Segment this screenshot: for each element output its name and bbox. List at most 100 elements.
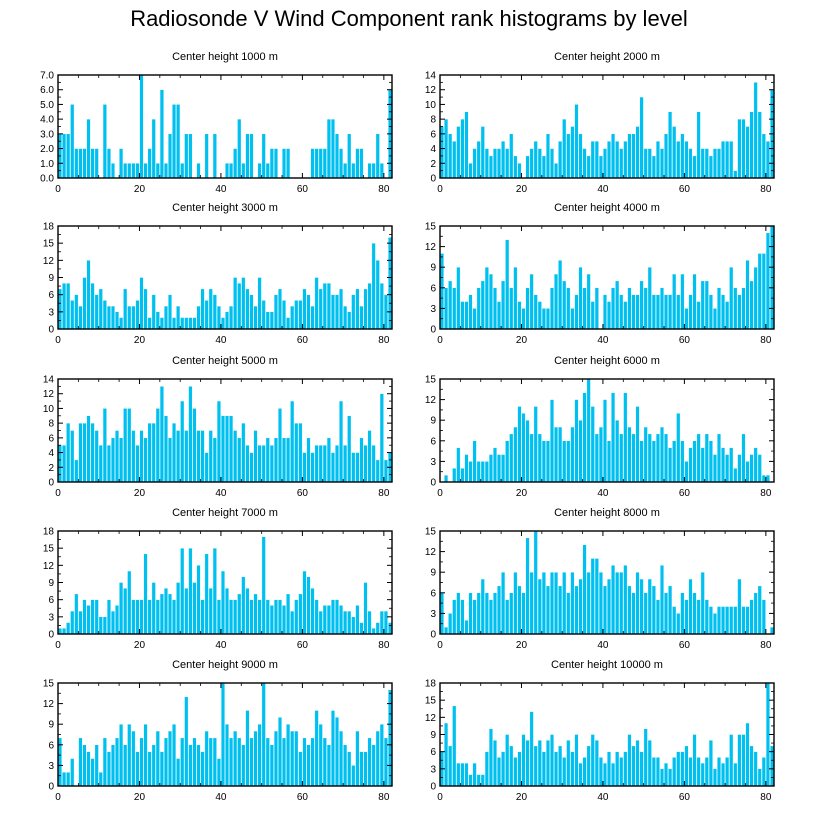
x-tick-label: 60 — [297, 488, 309, 499]
bar — [647, 740, 652, 787]
bar — [643, 426, 648, 483]
bar — [314, 599, 319, 635]
bar — [176, 305, 181, 330]
x-tick-label: 20 — [134, 640, 146, 651]
bar — [578, 133, 583, 179]
bar — [143, 288, 148, 330]
bar — [90, 758, 95, 787]
bar — [480, 578, 485, 635]
bar — [135, 445, 140, 483]
bar — [200, 430, 205, 483]
bar — [82, 148, 87, 179]
bar — [541, 440, 546, 483]
bar — [135, 300, 140, 330]
y-tick-label: 15 — [425, 222, 437, 233]
bar — [249, 294, 254, 330]
bar — [237, 593, 242, 635]
bar — [74, 294, 79, 330]
bar — [745, 606, 750, 635]
bar — [700, 447, 705, 483]
x-tick-label: 40 — [215, 640, 227, 651]
bar — [90, 148, 95, 179]
bar — [306, 437, 311, 483]
x-tick-label: 0 — [437, 488, 443, 499]
x-tick-label: 20 — [516, 184, 528, 195]
bar — [440, 253, 444, 330]
bar — [741, 287, 746, 330]
y-tick-label: 0 — [430, 782, 436, 793]
bar — [594, 287, 599, 330]
y-tick-label: 0 — [430, 630, 436, 641]
bar — [619, 294, 624, 330]
bar — [314, 710, 319, 787]
bar — [480, 280, 485, 330]
bar — [273, 730, 278, 787]
bar — [493, 148, 497, 179]
bar — [233, 148, 238, 179]
bar — [367, 610, 372, 635]
y-tick-label: 12 — [43, 699, 55, 710]
bar — [78, 422, 83, 483]
bar — [476, 774, 481, 787]
bar — [745, 461, 750, 483]
bar — [367, 163, 372, 179]
y-tick-label: 0 — [48, 630, 54, 641]
bar — [708, 294, 713, 330]
bar — [651, 155, 656, 179]
bar — [525, 155, 530, 179]
bar — [94, 744, 99, 787]
bar — [688, 578, 693, 635]
bar — [147, 751, 152, 787]
bar — [533, 745, 538, 787]
bar — [488, 728, 493, 787]
bar — [582, 148, 587, 179]
bar — [212, 547, 217, 635]
bar — [537, 433, 542, 483]
y-tick-label: 6 — [48, 595, 54, 606]
bar — [460, 118, 465, 179]
bar — [737, 454, 742, 483]
bar — [265, 163, 270, 179]
bar — [660, 426, 664, 483]
bar — [143, 437, 148, 483]
bar — [635, 406, 640, 483]
bar — [375, 459, 380, 483]
bar — [704, 757, 709, 787]
x-tick-label: 40 — [597, 792, 609, 803]
x-tick-label: 0 — [437, 792, 443, 803]
bar — [326, 437, 331, 483]
figure-title: Radiosonde V Wind Component rank histogr… — [130, 6, 688, 31]
bar — [322, 737, 327, 787]
y-tick-label: 14 — [43, 375, 55, 386]
bar — [66, 622, 71, 635]
bar — [351, 765, 356, 787]
bar — [509, 745, 514, 787]
bar — [221, 570, 225, 635]
y-tick-label: 0 — [430, 478, 436, 489]
bar — [717, 287, 721, 330]
bar — [147, 148, 152, 179]
y-tick-label: 9 — [48, 720, 54, 731]
bar — [204, 133, 209, 179]
bar — [590, 406, 595, 483]
bar — [448, 280, 453, 330]
bar — [541, 155, 546, 179]
bar — [529, 572, 534, 635]
bar — [123, 588, 128, 635]
histogram-panel-1: Center height 1000 m 0.0 1.0 2.0 3.0 4.0 5.0 6.… — [40, 51, 393, 195]
bar — [347, 610, 352, 635]
bar — [70, 610, 75, 635]
bar — [269, 744, 274, 787]
bar — [82, 277, 87, 330]
bar — [660, 287, 664, 330]
bar — [574, 399, 579, 483]
bar — [733, 170, 738, 179]
bar — [594, 433, 599, 483]
x-tick-label: 40 — [215, 184, 227, 195]
y-tick-label: 3 — [430, 457, 436, 468]
bar — [94, 430, 99, 483]
bar — [102, 616, 107, 635]
y-tick-label: 3 — [48, 761, 54, 772]
bar — [468, 294, 473, 330]
y-tick-label: 12 — [425, 547, 437, 558]
